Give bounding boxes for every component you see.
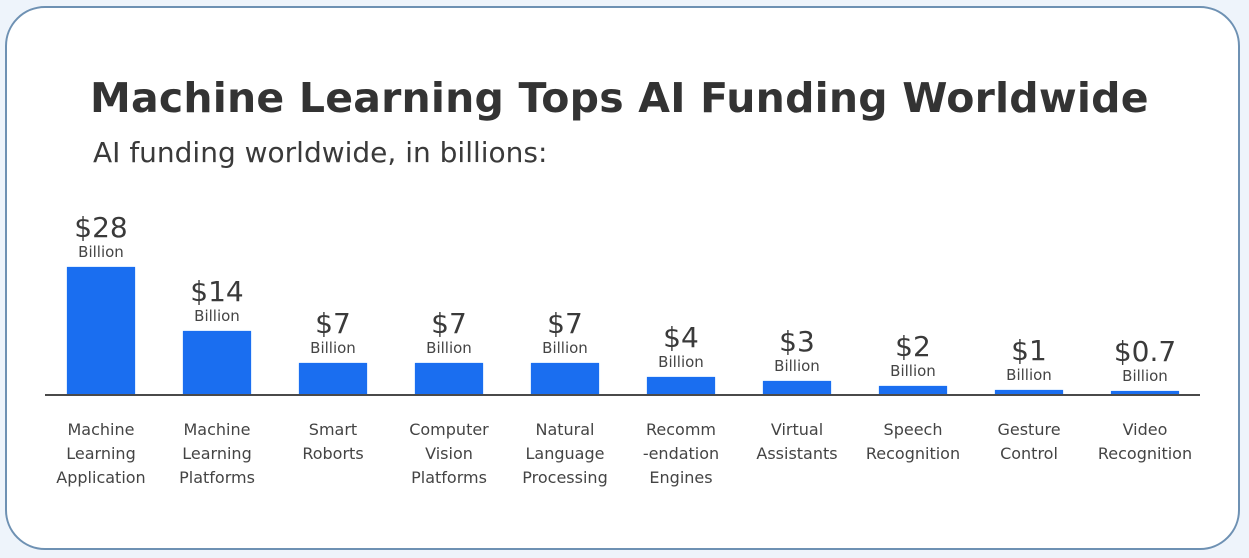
chart-card: [5, 6, 1240, 550]
data-label-unit: Billion: [1006, 366, 1052, 384]
data-label-unit: Billion: [194, 307, 240, 325]
data-label-amount: $28: [74, 211, 128, 244]
x-axis-line: [45, 394, 1200, 396]
data-label: $7 Billion: [273, 307, 393, 358]
data-label-unit: Billion: [426, 339, 472, 357]
data-label: $14 Billion: [157, 275, 277, 326]
data-label-unit: Billion: [774, 357, 820, 375]
data-label-amount: $4: [663, 321, 699, 354]
data-label-unit: Billion: [542, 339, 588, 357]
chart-title: Machine Learning Tops AI Funding Worldwi…: [90, 74, 1149, 122]
data-label-unit: Billion: [78, 243, 124, 261]
x-tick-label: Video Recognition: [1097, 420, 1193, 463]
data-label-unit: Billion: [658, 353, 704, 371]
x-tick-label: Gesture Control: [997, 420, 1061, 463]
chart-subtitle: AI funding worldwide, in billions:: [93, 136, 548, 169]
data-label-unit: Billion: [310, 339, 356, 357]
bar: [183, 331, 251, 395]
bar: [299, 363, 367, 395]
data-label-amount: $2: [895, 330, 931, 363]
bar: [531, 363, 599, 395]
data-label: $28 Billion: [41, 211, 161, 262]
x-tick-label: Recomm -endation Engines: [642, 420, 720, 487]
x-tick-label: Speech Recognition: [865, 420, 961, 463]
data-label: $0.7 Billion: [1085, 335, 1205, 386]
x-tick-label: Machine Learning Application: [56, 420, 146, 487]
data-label: $1 Billion: [969, 334, 1089, 385]
data-label-unit: Billion: [1122, 367, 1168, 385]
data-label: $7 Billion: [389, 307, 509, 358]
data-label-amount: $1: [1011, 334, 1047, 367]
data-label: $4 Billion: [621, 321, 741, 372]
data-label-amount: $14: [190, 275, 244, 308]
bar: [763, 381, 831, 395]
bar: [647, 377, 715, 395]
x-tick-label: Smart Roborts: [302, 420, 364, 463]
data-label-amount: $7: [547, 307, 583, 340]
x-tick-label: Natural Language Processing: [522, 420, 608, 487]
x-tick-label: Machine Learning Platforms: [179, 420, 255, 487]
data-label-amount: $7: [315, 307, 351, 340]
bar: [415, 363, 483, 395]
bar: [995, 390, 1063, 395]
bar: [1111, 391, 1179, 395]
data-label-unit: Billion: [890, 362, 936, 380]
data-label-amount: $7: [431, 307, 467, 340]
data-label-amount: $0.7: [1113, 335, 1177, 368]
data-label-amount: $3: [779, 325, 815, 358]
bar: [879, 386, 947, 395]
bar: [67, 267, 135, 395]
x-tick-label: Virtual Assistants: [756, 420, 838, 463]
data-label: $7 Billion: [505, 307, 625, 358]
data-label: $3 Billion: [737, 325, 857, 376]
x-tick-label: Computer Vision Platforms: [409, 420, 489, 487]
data-label: $2 Billion: [853, 330, 973, 381]
